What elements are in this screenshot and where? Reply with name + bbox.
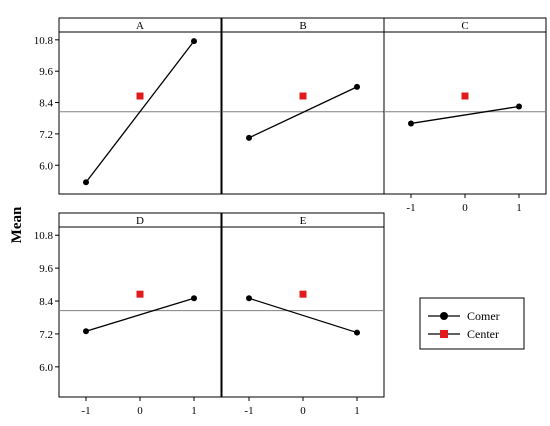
- corner-line-b: [248, 86, 358, 139]
- y-tick-label-row1-2: 8.4: [39, 296, 53, 308]
- center-point-e: [299, 290, 307, 298]
- center-point-c: [461, 92, 469, 100]
- panel-strip-label-d: D: [136, 215, 144, 227]
- corner-point-a-0: [83, 179, 89, 186]
- panels-layer: A B C D E: [58, 17, 547, 398]
- y-tick-label-row0-1: 7.2: [39, 129, 53, 141]
- corner-point-d-1: [191, 295, 197, 302]
- corner-point-c-0: [408, 120, 414, 127]
- corner-point-a-1: [191, 38, 197, 45]
- y-tick-label-row1-4: 10.8: [34, 230, 54, 242]
- y-tick-label-row1-1: 7.2: [39, 329, 53, 341]
- y-tick-label-row0-0: 6.0: [39, 160, 53, 172]
- y-axes-layer: 6.0 7.2 8.4 9.6 10.8 6.0 7.2 8.4 9.6 10.8: [34, 35, 59, 374]
- center-point-b: [299, 92, 307, 100]
- legend-corner-marker: [440, 312, 448, 320]
- legend-center-marker: [440, 330, 448, 338]
- panel-frame-b: [221, 17, 385, 195]
- panel-frame-e: [221, 212, 385, 398]
- center-point-d: [136, 290, 144, 298]
- center-point-a: [136, 92, 144, 100]
- corner-point-d-0: [83, 328, 89, 335]
- x-tick-label-c-2: 1: [516, 202, 522, 214]
- panel-strip-label-e: E: [300, 215, 307, 227]
- legend-corner-label: Comer: [467, 309, 500, 323]
- legend-center-label: Center: [467, 327, 499, 341]
- corner-line-c: [410, 105, 520, 125]
- x-tick-label-e-2: 1: [354, 405, 360, 417]
- corner-point-e-0: [246, 295, 252, 302]
- corner-line-a: [85, 40, 195, 183]
- panel-strip-label-a: A: [136, 20, 144, 32]
- x-axes-layer: -1 0 1 -1 0 1 -1 0 1: [81, 194, 522, 417]
- legend-box: [419, 297, 525, 350]
- corner-point-c-1: [516, 103, 522, 110]
- panel-frame-d: [58, 212, 222, 398]
- y-tick-label-row1-3: 9.6: [39, 263, 53, 275]
- panel-strip-label-b: B: [299, 20, 306, 32]
- corner-point-b-0: [246, 134, 252, 141]
- legend: Comer Center: [419, 297, 525, 350]
- x-tick-label-e-0: -1: [244, 405, 253, 417]
- corner-line-d: [85, 297, 195, 332]
- x-tick-label-d-0: -1: [81, 405, 90, 417]
- corner-point-e-1: [354, 329, 360, 336]
- x-tick-label-d-1: 0: [137, 405, 143, 417]
- x-tick-label-d-2: 1: [191, 405, 197, 417]
- x-tick-label-e-1: 0: [300, 405, 306, 417]
- y-tick-label-row0-4: 10.8: [34, 35, 54, 47]
- corner-line-e: [248, 297, 358, 334]
- x-tick-label-c-0: -1: [406, 202, 415, 214]
- panel-strip-label-c: C: [461, 20, 468, 32]
- y-axis-label: Mean: [9, 206, 25, 243]
- y-tick-label-row0-2: 8.4: [39, 98, 53, 110]
- panel-frame-a: [58, 17, 222, 195]
- x-tick-label-c-1: 0: [462, 202, 468, 214]
- y-tick-label-row1-0: 6.0: [39, 362, 53, 374]
- corner-point-b-1: [354, 83, 360, 90]
- y-tick-label-row0-3: 9.6: [39, 66, 53, 78]
